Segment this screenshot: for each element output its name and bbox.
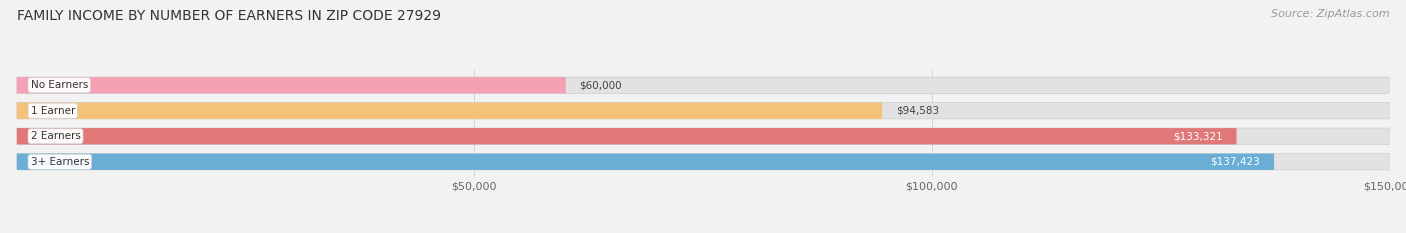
Text: $60,000: $60,000 xyxy=(579,80,621,90)
Text: No Earners: No Earners xyxy=(31,80,89,90)
FancyBboxPatch shape xyxy=(17,154,1274,170)
Text: $94,583: $94,583 xyxy=(896,106,939,116)
FancyBboxPatch shape xyxy=(17,103,882,119)
Text: 3+ Earners: 3+ Earners xyxy=(31,157,89,167)
Text: 2 Earners: 2 Earners xyxy=(31,131,80,141)
FancyBboxPatch shape xyxy=(17,77,1389,93)
Text: 1 Earner: 1 Earner xyxy=(31,106,75,116)
FancyBboxPatch shape xyxy=(17,128,1236,144)
FancyBboxPatch shape xyxy=(17,128,1389,144)
FancyBboxPatch shape xyxy=(17,103,1389,119)
Text: FAMILY INCOME BY NUMBER OF EARNERS IN ZIP CODE 27929: FAMILY INCOME BY NUMBER OF EARNERS IN ZI… xyxy=(17,9,441,23)
Text: $133,321: $133,321 xyxy=(1173,131,1223,141)
Text: $137,423: $137,423 xyxy=(1211,157,1260,167)
Text: Source: ZipAtlas.com: Source: ZipAtlas.com xyxy=(1271,9,1389,19)
FancyBboxPatch shape xyxy=(17,154,1389,170)
FancyBboxPatch shape xyxy=(17,77,565,93)
